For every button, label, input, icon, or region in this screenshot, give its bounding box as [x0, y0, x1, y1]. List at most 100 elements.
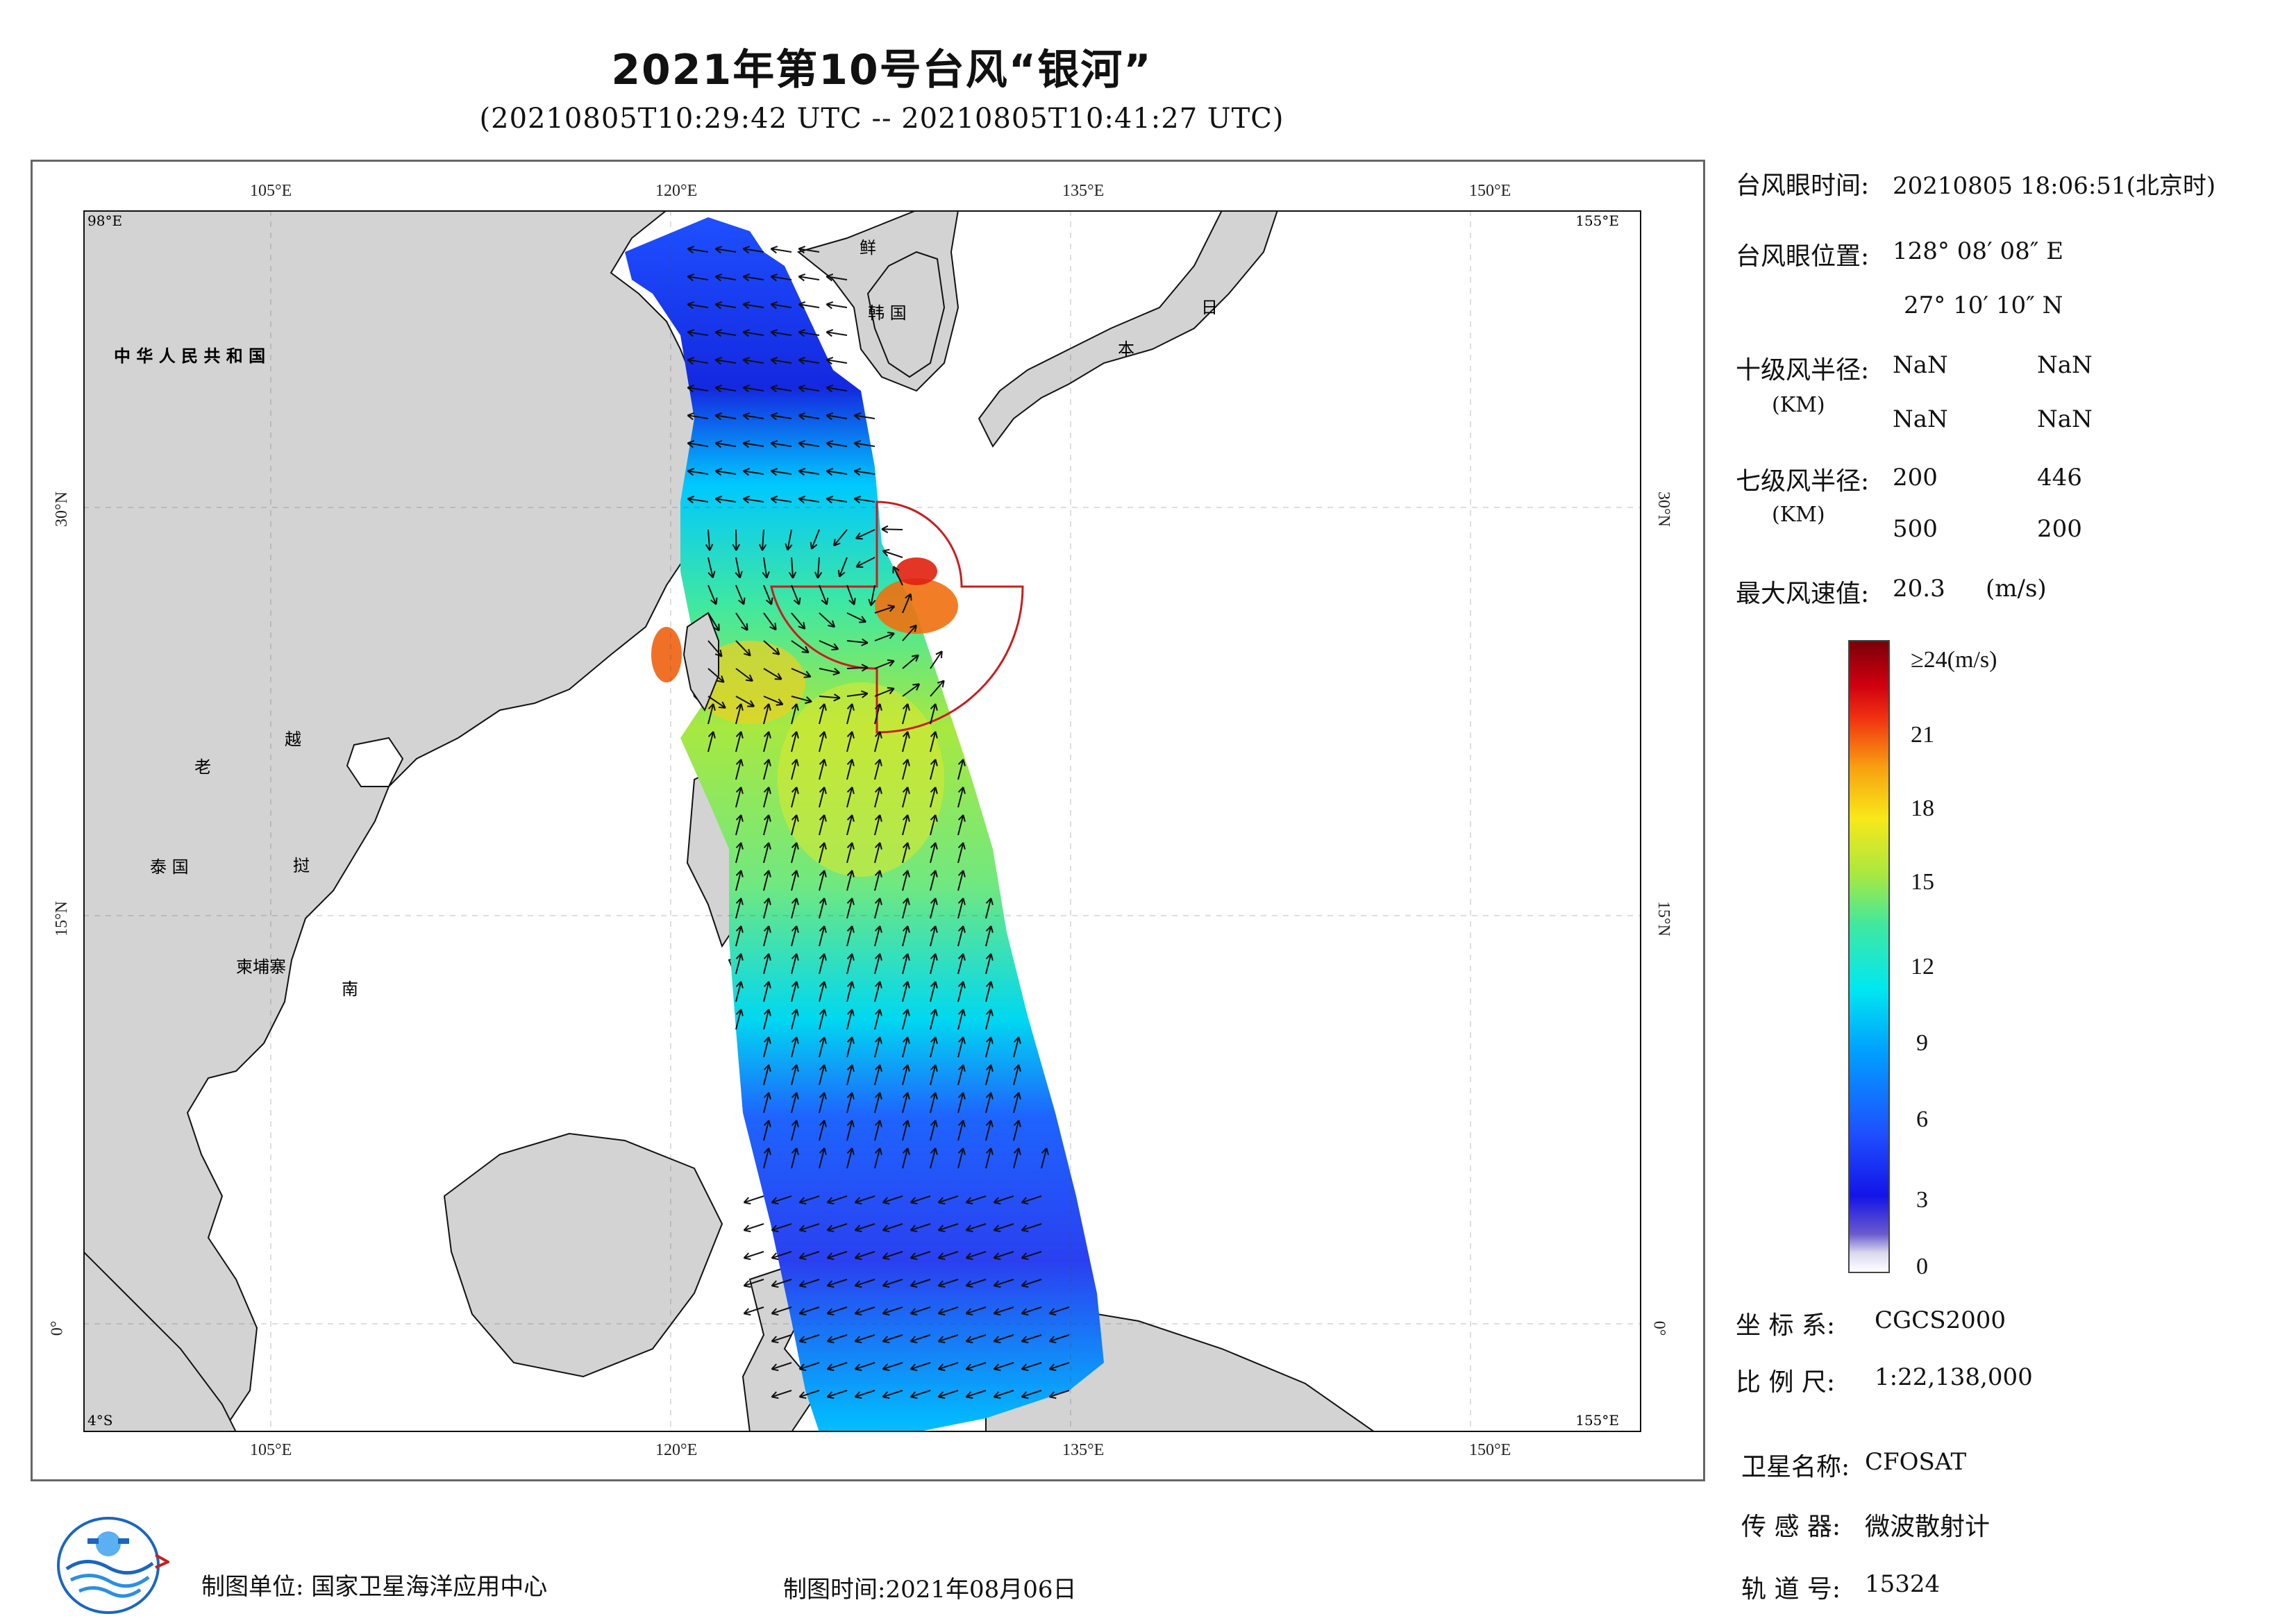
wind-arrow-head [833, 539, 836, 546]
wind-arrow-head [788, 571, 794, 579]
wind-arrow [874, 1009, 881, 1030]
wind-arrow [735, 898, 742, 919]
wind-arrow-head [935, 1147, 938, 1155]
wind-arrow [763, 1120, 770, 1141]
wind-arrow-head [770, 498, 777, 504]
wind-arrow-head [935, 1009, 938, 1016]
wind-arrow-head [1021, 1396, 1029, 1399]
lat-label-left-0: 0° [48, 1320, 67, 1336]
wind-arrow-head [882, 1368, 890, 1372]
wind-arrow-head [937, 1280, 944, 1286]
wind-arrow-head [1041, 1147, 1048, 1154]
wind-arrow [798, 303, 820, 308]
wind-arrow [846, 870, 853, 891]
wind-arrow [798, 276, 820, 280]
wind-arrow-head [819, 814, 826, 821]
wind-arrow-head [819, 1036, 826, 1043]
wind-arrow-head [957, 787, 964, 793]
wind-arrow-head [882, 1197, 889, 1203]
r10-unit: (KM) [1772, 393, 1825, 417]
wind-arrow-head [937, 1363, 944, 1370]
wind-arrow-head [785, 543, 789, 550]
wind-arrow-head [851, 981, 855, 989]
wind-arrow [763, 1036, 770, 1058]
wind-arrow-head [714, 442, 721, 448]
wind-arrow-head [826, 331, 832, 337]
wind-arrow [938, 1195, 959, 1204]
wind-radius-outline [770, 501, 1024, 734]
wind-arrow-head [846, 1064, 853, 1070]
wind-arrow [791, 1092, 798, 1113]
wind-arrow-head [854, 1252, 861, 1259]
wind-arrow-head [1021, 1229, 1029, 1233]
wind-arrow-head [907, 1092, 910, 1100]
lon-label-bottom-120: 120°E [655, 1441, 698, 1459]
wind-arrow-head [743, 1280, 750, 1286]
wind-arrow [735, 814, 742, 836]
wind-arrow-head [994, 1368, 1001, 1372]
wind-arrow-head [771, 1363, 778, 1370]
wind-arrow [855, 1390, 875, 1398]
wind-arrow-head [902, 731, 909, 737]
wind-arrow-head [798, 625, 805, 630]
wind-arrow [910, 1251, 931, 1259]
wind-arrow [985, 1036, 992, 1058]
wind-arrow-head [741, 626, 748, 631]
r10-value-sw: NaN [1893, 405, 1948, 433]
wind-arrow-head [962, 1009, 966, 1016]
wind-arrow-head [870, 600, 876, 607]
wind-arrow-head [791, 898, 798, 904]
wind-arrow [930, 1036, 937, 1058]
wind-arrow-head [803, 675, 811, 678]
wind-arrow-head [930, 925, 937, 932]
wind-arrow-head [1021, 1336, 1028, 1342]
wind-arrow-head [874, 759, 881, 765]
wind-arrow-head [743, 439, 751, 444]
wind-arrow-head [827, 1396, 835, 1399]
wind-arrow [826, 276, 848, 280]
wind-arrow-head [907, 1120, 910, 1127]
wind-arrow-head [930, 1036, 937, 1043]
satellite-value: CFOSAT [1865, 1448, 1967, 1476]
wind-arrow-head [957, 1147, 964, 1154]
wind-arrow-head [965, 1197, 972, 1203]
wind-arrow-head [763, 731, 770, 737]
wind-arrow-head [791, 1092, 798, 1098]
wind-arrow-head [962, 981, 966, 989]
wind-arrow [771, 331, 792, 336]
wind-arrow-head [715, 467, 723, 472]
wind-arrow-head [763, 953, 770, 959]
wind-arrow-head [855, 1285, 862, 1288]
wind-arrow-head [819, 1147, 826, 1154]
wind-arrow-head [938, 1396, 946, 1399]
wind-arrow-head [826, 1391, 833, 1397]
wind-arrow-head [990, 953, 994, 961]
wind-arrow-head [1013, 1147, 1020, 1154]
wind-arrow-head [827, 1257, 835, 1261]
wind-arrow-head [768, 1064, 771, 1072]
wind-arrow [763, 640, 780, 655]
wind-arrow-head [882, 1363, 889, 1370]
wind-arrow [874, 842, 881, 864]
wind-arrow-head [914, 625, 917, 632]
wind-arrow-head [823, 1147, 827, 1155]
wind-arrow [735, 557, 741, 578]
wind-arrow [826, 414, 848, 419]
wind-arrow-head [826, 303, 832, 310]
wind-arrow [744, 1251, 764, 1259]
wind-arrow [910, 1223, 931, 1231]
wind-arrow-head [882, 548, 890, 552]
wind-arrow [798, 331, 820, 336]
wind-arrow [707, 529, 711, 550]
wind-arrow-head [935, 898, 938, 905]
map-date: 制图时间:2021年08月06日 [783, 1576, 1077, 1604]
label-japan-2: 本 [1118, 339, 1134, 359]
wind-arrow-head [771, 597, 773, 605]
wind-arrow-head [990, 1064, 994, 1072]
wind-arrow-head [935, 925, 938, 933]
wind-arrow [827, 1223, 848, 1231]
lon-label-top-150: 150°E [1469, 182, 1511, 200]
wind-arrow [874, 981, 881, 1002]
wind-arrow-head [935, 981, 938, 989]
wind-arrow-head [930, 1092, 937, 1098]
